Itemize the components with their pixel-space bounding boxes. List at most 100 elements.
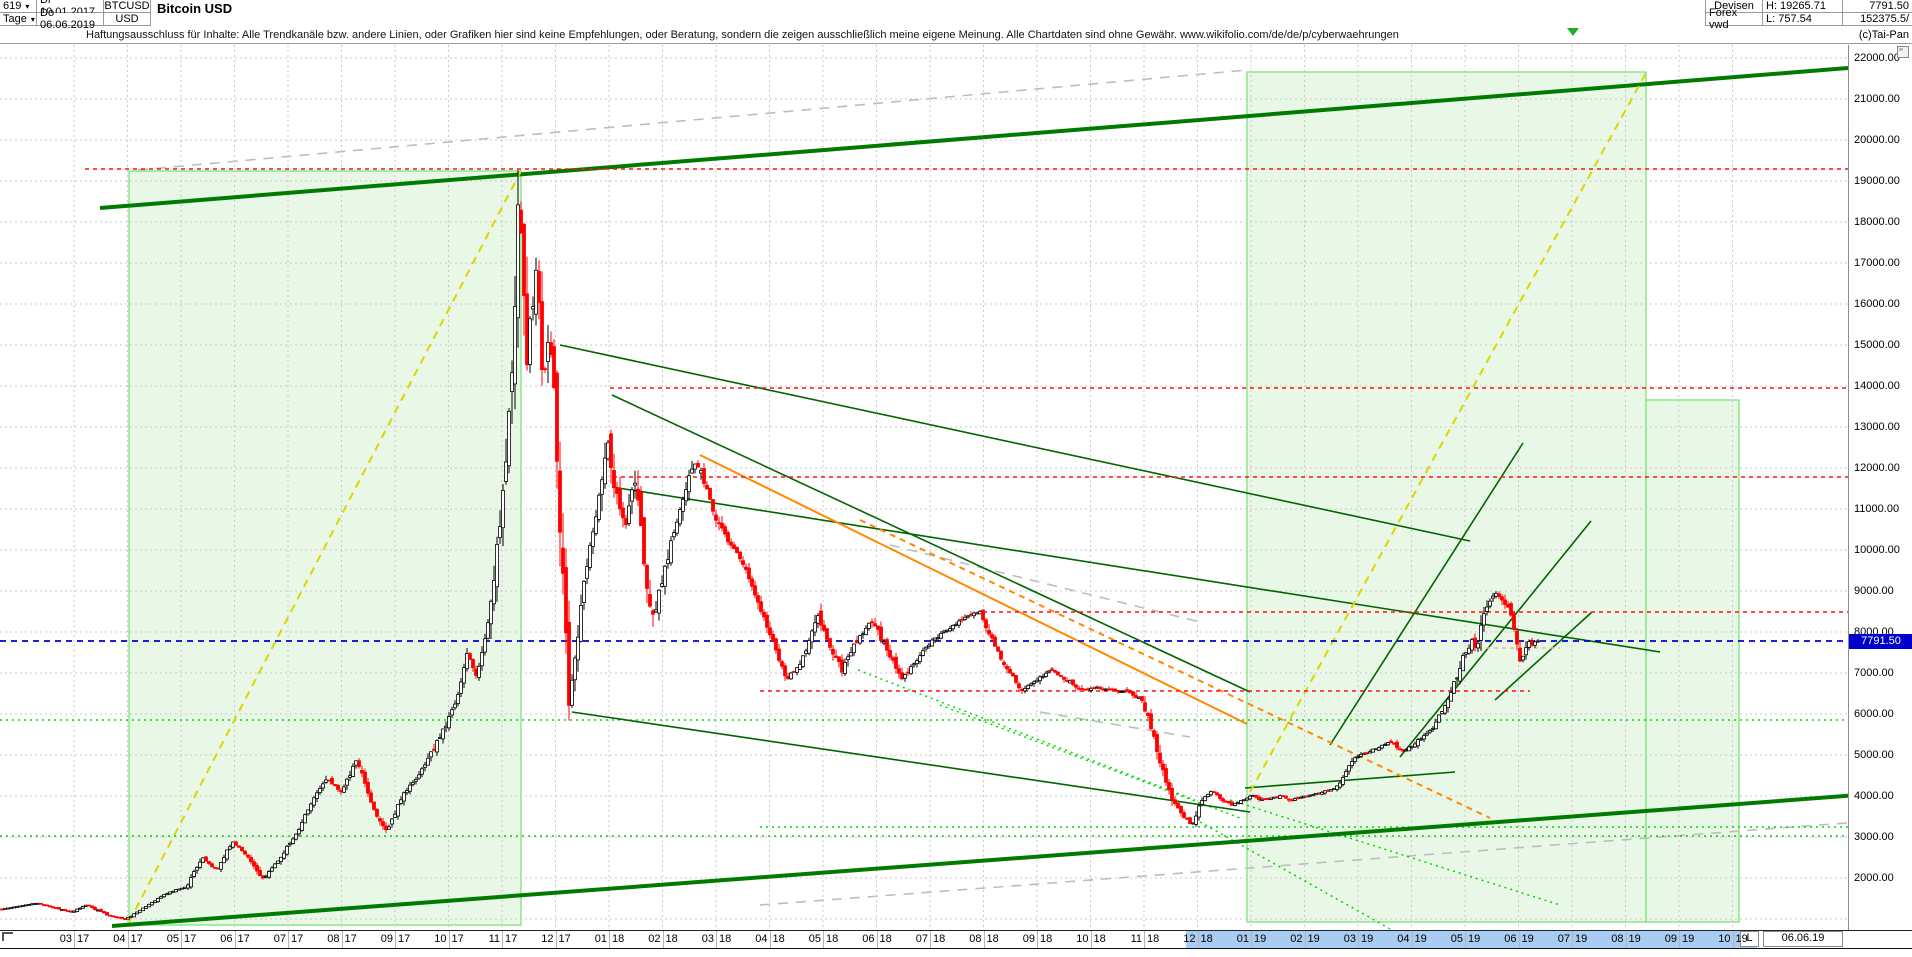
x-axis-label-year: 19: [1468, 933, 1481, 945]
x-axis-label-month: 03: [1343, 933, 1356, 945]
x-axis-label-year: 17: [505, 933, 518, 945]
x-axis-label-month: 02: [1290, 933, 1303, 945]
x-axis-tick: [1144, 931, 1145, 948]
page-title: Bitcoin USD: [157, 1, 233, 16]
x-axis-label-month: 10: [1718, 933, 1731, 945]
x-axis-label-year: 17: [77, 933, 90, 945]
chevron-down-icon: ▾: [25, 1, 30, 11]
date-to[interactable]: Do 06.06.2019: [37, 7, 104, 31]
x-axis-tick: [1679, 931, 1680, 948]
x-axis-label-month: 04: [113, 933, 126, 945]
x-axis-label-year: 19: [1254, 933, 1267, 945]
chevron-down-icon: ▾: [30, 14, 35, 24]
y-axis-label: 6000.00: [1854, 707, 1894, 720]
y-axis-label: 22000.00: [1854, 51, 1900, 64]
x-axis-tick: [609, 931, 610, 948]
x-axis-label-month: 06: [220, 933, 233, 945]
x-axis-label-year: 18: [826, 933, 839, 945]
x-axis-tick: [716, 931, 717, 948]
x-axis-label-month: 05: [808, 933, 821, 945]
l-button[interactable]: L: [1740, 931, 1759, 947]
x-axis-label-month: 01: [1236, 933, 1249, 945]
date-axis[interactable]: L 06.06.19 03 17 04 17 05 17 06 17 07 17 08 17 09 17 1…: [0, 930, 1912, 949]
x-axis-tick: [1090, 931, 1092, 948]
x-axis-label-year: 17: [398, 933, 411, 945]
x-axis-label-month: 08: [969, 933, 982, 945]
x-axis-label-month: 05: [1450, 933, 1463, 945]
y-axis-label: 12000.00: [1854, 461, 1900, 474]
y-axis-label: 7000.00: [1854, 666, 1894, 679]
y-axis-label: 18000.00: [1854, 215, 1900, 228]
x-axis-label-year: 19: [1628, 933, 1641, 945]
x-axis-tick: [395, 931, 396, 948]
last-date-box[interactable]: 06.06.19: [1763, 931, 1843, 947]
x-axis-tick: [1358, 931, 1359, 948]
x-axis-tick: [1732, 931, 1734, 948]
x-axis-tick: [769, 931, 771, 948]
x-axis-tick: [876, 931, 878, 948]
y-axis-label: 15000.00: [1854, 338, 1900, 351]
x-axis-tick: [555, 931, 557, 948]
y-axis-label: 13000.00: [1854, 420, 1900, 433]
x-axis-label-year: 19: [1307, 933, 1320, 945]
x-axis-tick: [502, 931, 503, 948]
x-axis-label-month: 05: [166, 933, 179, 945]
x-axis-tick: [341, 931, 343, 948]
volume-value: 152375.5/: [1843, 13, 1912, 26]
low-value: L: 757.54: [1763, 13, 1843, 26]
y-axis-label: 16000.00: [1854, 297, 1900, 310]
x-axis-tick: [448, 931, 450, 948]
x-axis-label-month: 06: [1504, 933, 1517, 945]
x-axis-label-year: 18: [1093, 933, 1106, 945]
x-axis-label-month: 06: [862, 933, 875, 945]
x-axis-label-month: 04: [755, 933, 768, 945]
x-axis-label-year: 18: [1040, 933, 1053, 945]
window-restore-icon[interactable]: [1897, 46, 1909, 58]
x-axis-label-year: 19: [1521, 933, 1534, 945]
price-axis[interactable]: 7791.50 22000.00 21000.00 20000.00 19000.00…: [1848, 45, 1912, 930]
x-axis-label-month: 07: [273, 933, 286, 945]
y-axis-label: 20000.00: [1854, 133, 1900, 146]
x-axis-label-month: 12: [1183, 933, 1196, 945]
last-price-value: 7791.50: [1843, 0, 1912, 13]
x-axis-label-year: 19: [1361, 933, 1374, 945]
timeframe-dropdown[interactable]: Tage ▾: [0, 13, 37, 26]
y-axis-label: 17000.00: [1854, 256, 1900, 269]
header-bar: 619 ▾ Tage ▾ Di 10.01.2017 Do 06.06.2019…: [0, 0, 1912, 31]
x-axis-label-month: 10: [434, 933, 447, 945]
x-axis-label-month: 09: [380, 933, 393, 945]
y-axis-label: 10000.00: [1854, 543, 1900, 556]
x-axis-label-month: 03: [701, 933, 714, 945]
x-axis-tick: [1572, 931, 1573, 948]
x-axis-tick: [930, 931, 931, 948]
periods-dropdown[interactable]: 619 ▾: [0, 0, 37, 13]
x-axis-tick: [1465, 931, 1466, 948]
x-axis-tick: [1411, 931, 1413, 948]
x-axis-label-year: 18: [772, 933, 785, 945]
y-axis-label: 19000.00: [1854, 174, 1900, 187]
x-axis-label-month: 03: [59, 933, 72, 945]
copyright-label: (c)Tai-Pan: [1854, 29, 1909, 41]
x-axis-label-month: 09: [1022, 933, 1035, 945]
x-axis-tick: [1518, 931, 1520, 948]
x-axis-label-year: 17: [451, 933, 464, 945]
x-axis-label-month: 08: [327, 933, 340, 945]
x-axis-label-year: 18: [665, 933, 678, 945]
timeframe-value: Tage: [3, 13, 27, 25]
current-price-tag: 7791.50: [1849, 633, 1912, 649]
x-axis-tick: [234, 931, 236, 948]
x-axis-label-year: 18: [719, 933, 732, 945]
x-axis-tick: [1197, 931, 1199, 948]
x-axis-label-year: 17: [558, 933, 571, 945]
y-axis-label: 11000.00: [1854, 502, 1900, 515]
x-axis-label-year: 18: [933, 933, 946, 945]
x-axis-label-month: 04: [1397, 933, 1410, 945]
x-axis-label-year: 18: [879, 933, 892, 945]
x-axis-tick: [288, 931, 289, 948]
x-axis-label-month: 12: [541, 933, 554, 945]
x-axis-label-year: 19: [1735, 933, 1748, 945]
x-axis-label-month: 01: [594, 933, 607, 945]
x-axis-label-month: 11: [1130, 933, 1142, 945]
disclaimer-text: Haftungsausschluss für Inhalte: Alle Tre…: [86, 29, 1399, 41]
